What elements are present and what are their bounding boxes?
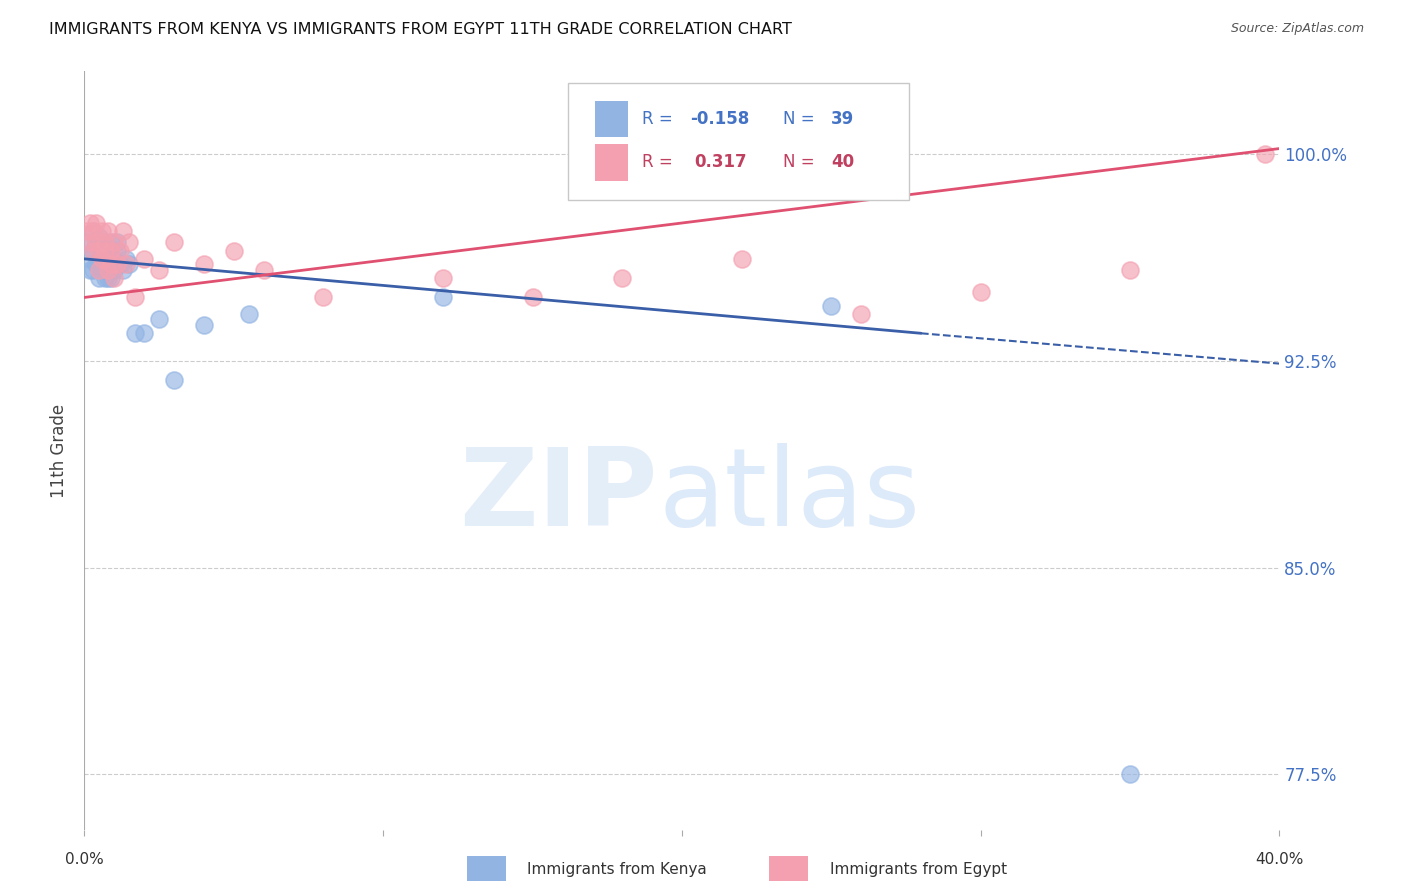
- Point: [94, 244, 117, 258]
- Text: R =: R =: [643, 153, 683, 171]
- Point: [89, 271, 111, 285]
- Point: [97, 263, 120, 277]
- Point: [82, 224, 104, 238]
- Point: [1119, 263, 1142, 277]
- Point: [112, 263, 135, 277]
- Text: ZIP: ZIP: [460, 443, 658, 549]
- Point: [112, 224, 135, 238]
- Point: [89, 263, 111, 277]
- Text: 0.0%: 0.0%: [65, 852, 104, 867]
- Point: [110, 244, 132, 258]
- Point: [86, 235, 108, 250]
- Point: [91, 244, 114, 258]
- Point: [148, 263, 170, 277]
- Point: [91, 263, 114, 277]
- Point: [94, 252, 117, 266]
- Point: [132, 252, 156, 266]
- Point: [89, 252, 111, 266]
- Point: [105, 235, 128, 250]
- Point: [105, 257, 128, 271]
- Point: [124, 326, 146, 341]
- Point: [100, 244, 122, 258]
- Point: [103, 263, 125, 277]
- Text: N =: N =: [783, 153, 820, 171]
- Point: [79, 263, 101, 277]
- Text: -0.158: -0.158: [690, 110, 749, 128]
- Point: [118, 257, 141, 271]
- Point: [124, 290, 146, 304]
- Point: [132, 326, 156, 341]
- Point: [86, 216, 108, 230]
- Point: [193, 257, 215, 271]
- Text: Source: ZipAtlas.com: Source: ZipAtlas.com: [1230, 22, 1364, 36]
- Point: [1119, 767, 1142, 781]
- Text: R =: R =: [643, 110, 679, 128]
- Point: [312, 290, 335, 304]
- Point: [115, 257, 138, 271]
- Point: [97, 244, 120, 258]
- Point: [148, 312, 170, 326]
- Point: [731, 252, 754, 266]
- Point: [91, 257, 114, 271]
- Point: [222, 244, 245, 258]
- Point: [118, 235, 141, 250]
- Point: [89, 229, 111, 244]
- Text: N =: N =: [783, 110, 820, 128]
- Point: [79, 252, 101, 266]
- Point: [163, 235, 186, 250]
- Point: [432, 271, 454, 285]
- Point: [103, 252, 125, 266]
- Point: [100, 235, 122, 250]
- Point: [103, 271, 125, 285]
- Point: [103, 235, 125, 250]
- Point: [97, 257, 120, 271]
- Point: [94, 235, 117, 250]
- Text: 40: 40: [831, 153, 855, 171]
- Point: [86, 257, 108, 271]
- Text: 39: 39: [831, 110, 855, 128]
- Text: Immigrants from Egypt: Immigrants from Egypt: [830, 863, 1007, 877]
- Point: [82, 244, 104, 258]
- Point: [970, 285, 993, 299]
- Point: [193, 318, 215, 332]
- Point: [110, 257, 132, 271]
- Point: [100, 271, 122, 285]
- Point: [91, 224, 114, 238]
- Point: [253, 263, 276, 277]
- FancyBboxPatch shape: [595, 145, 628, 180]
- Point: [1253, 147, 1275, 161]
- Point: [94, 271, 117, 285]
- Point: [522, 290, 544, 304]
- Point: [82, 263, 104, 277]
- Y-axis label: 11th Grade: 11th Grade: [51, 403, 69, 498]
- Text: 0.317: 0.317: [695, 153, 747, 171]
- Point: [851, 307, 873, 321]
- Point: [97, 224, 120, 238]
- Point: [89, 244, 111, 258]
- Point: [94, 235, 117, 250]
- Text: IMMIGRANTS FROM KENYA VS IMMIGRANTS FROM EGYPT 11TH GRADE CORRELATION CHART: IMMIGRANTS FROM KENYA VS IMMIGRANTS FROM…: [49, 22, 792, 37]
- Point: [163, 373, 186, 387]
- Text: atlas: atlas: [658, 443, 920, 549]
- Point: [82, 244, 104, 258]
- Point: [76, 235, 98, 250]
- Point: [79, 235, 101, 250]
- Point: [238, 307, 260, 321]
- Point: [100, 257, 122, 271]
- Point: [115, 252, 138, 266]
- Point: [432, 290, 454, 304]
- Point: [97, 271, 120, 285]
- Point: [612, 271, 634, 285]
- Point: [86, 235, 108, 250]
- FancyBboxPatch shape: [568, 83, 910, 201]
- Point: [82, 224, 104, 238]
- Point: [105, 244, 128, 258]
- Text: Immigrants from Kenya: Immigrants from Kenya: [527, 863, 707, 877]
- Point: [820, 299, 842, 313]
- Point: [76, 224, 98, 238]
- Text: 40.0%: 40.0%: [1256, 852, 1303, 867]
- FancyBboxPatch shape: [595, 101, 628, 137]
- Point: [91, 252, 114, 266]
- Point: [79, 216, 101, 230]
